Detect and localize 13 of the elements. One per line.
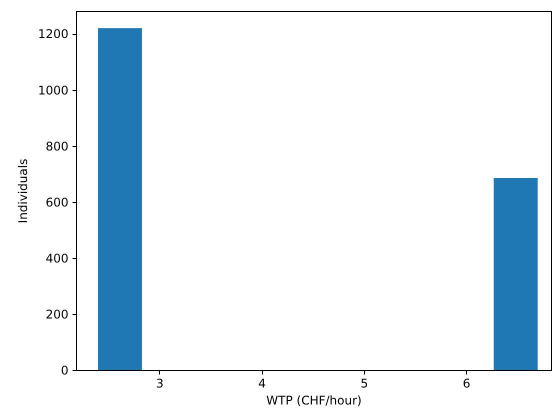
- x-tick-label: 6: [462, 376, 470, 390]
- y-axis-title: Individuals: [16, 158, 30, 224]
- x-tick-label: 4: [258, 376, 266, 390]
- y-tick-label: 800: [46, 139, 68, 154]
- y-tick-label: 1200: [38, 27, 68, 42]
- x-tick-label: 5: [360, 376, 368, 390]
- y-tick-label: 400: [46, 251, 68, 266]
- y-tick-label: 0: [60, 364, 68, 378]
- x-tick-label: 3: [156, 376, 164, 390]
- y-tick-label: 1000: [38, 83, 68, 98]
- x-axis-title: WTP (CHF/hour): [266, 394, 362, 408]
- y-tick-label: 600: [46, 195, 68, 210]
- y-tick-label: 200: [46, 307, 68, 322]
